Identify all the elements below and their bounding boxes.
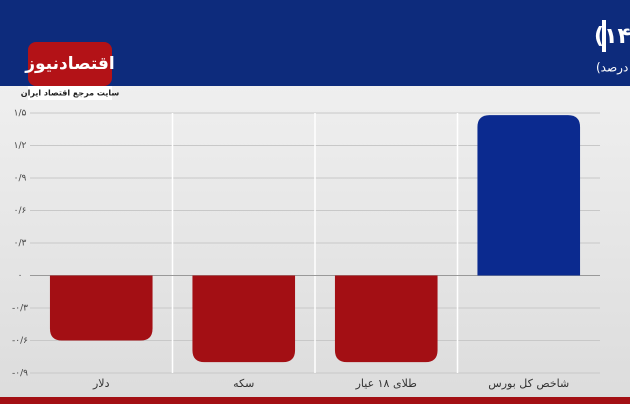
x-tick-label: طلای ۱۸ عیار xyxy=(355,377,418,390)
logo-tagline-box xyxy=(28,86,112,100)
chart-title: بازدهی بازارها (سه‌شنبه ۲۴ فروردین ۱۴۰۰) xyxy=(594,24,630,49)
y-tick-label: ۰/۶ xyxy=(14,206,27,216)
chart-subtitle: (واحد: درصد) xyxy=(596,61,630,76)
bar xyxy=(192,275,296,363)
y-tick-label: -۰/۶ xyxy=(12,336,28,346)
footer-stripe xyxy=(0,397,630,404)
logo-text: اقتصادنیوز xyxy=(24,54,115,74)
bar xyxy=(49,275,153,341)
bar xyxy=(477,115,581,276)
y-tick-label: ۰/۳ xyxy=(14,239,27,249)
y-tick-label: ۰/۹ xyxy=(14,174,27,184)
title-bar xyxy=(602,20,606,52)
y-tick-label: -۰/۳ xyxy=(12,304,28,314)
y-tick-label: ۱/۵ xyxy=(14,109,27,119)
x-tick-label: شاخص کل بورس xyxy=(488,377,569,390)
y-tick-label: ۰ xyxy=(18,271,23,281)
x-tick-label: سکه xyxy=(233,377,254,390)
logo-tagline: سایت مرجع اقتصاد ایران xyxy=(21,89,120,98)
bar xyxy=(334,275,438,363)
y-tick-label: -۰/۹ xyxy=(12,369,28,379)
x-tick-label: دلار xyxy=(92,377,110,390)
logo-box xyxy=(28,42,112,86)
y-tick-label: ۱/۲ xyxy=(14,141,27,151)
